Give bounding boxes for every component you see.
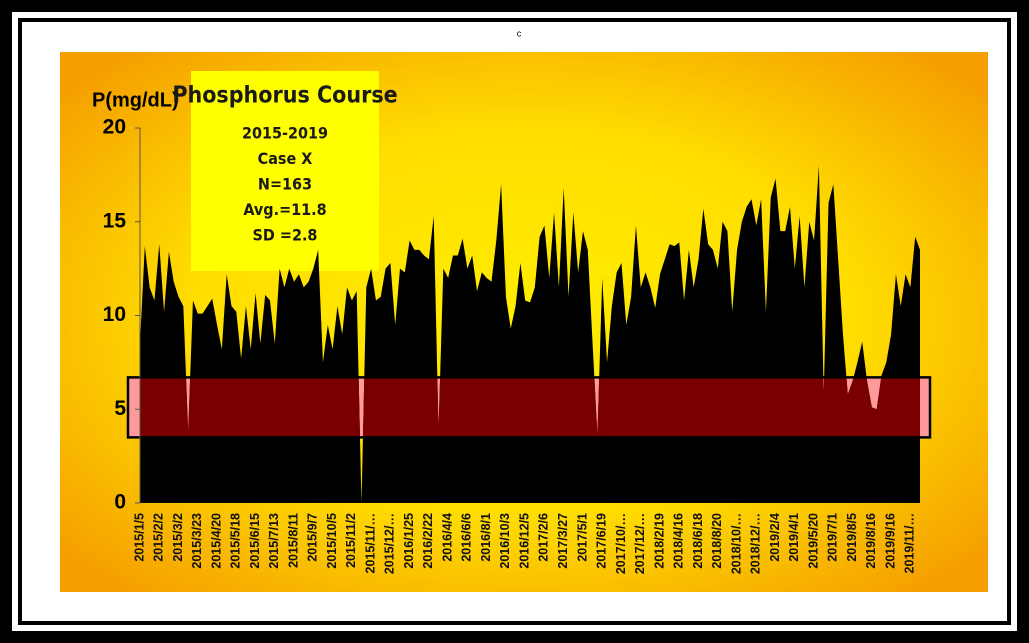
x-tick-label: 2019/5/20: [806, 513, 820, 569]
x-tick-label: 2017/12/…: [633, 513, 647, 574]
x-tick-label: 2016/4/4: [440, 513, 454, 562]
x-tick-label: 2015/11/…: [363, 513, 377, 573]
x-tick-label: 2016/8/1: [479, 513, 493, 562]
x-tick-label: 2018/10/…: [729, 513, 743, 574]
x-tick-label: 2015/7/13: [267, 513, 281, 569]
x-tick-label: 2018/6/18: [691, 513, 705, 569]
y-tick-label: 0: [114, 491, 126, 514]
y-tick-label: 15: [103, 209, 127, 232]
x-tick-label: 2015/8/11: [286, 513, 300, 568]
x-tick-label: 2018/12/…: [749, 513, 763, 574]
annotation-box: [191, 71, 379, 271]
annotation-line: Avg.=11.8: [243, 200, 326, 219]
y-axis-label: P(mg/dL): [92, 89, 179, 111]
x-tick-label: 2015/5/18: [229, 513, 243, 569]
x-tick-label: 2019/2/4: [768, 513, 782, 562]
x-tick-label: 2018/2/19: [652, 513, 666, 569]
x-tick-label: 2015/12/…: [383, 513, 397, 574]
x-tick-label: 2015/10/5: [325, 513, 339, 569]
x-tick-label: 2015/3/23: [190, 513, 204, 569]
x-tick-label: 2016/1/25: [402, 513, 416, 569]
annotation-title: Phosphorus Course: [172, 83, 397, 109]
y-tick-label: 5: [114, 397, 126, 420]
x-tick-label: 2019/8/16: [864, 513, 878, 569]
x-tick-label: 2017/10/…: [614, 513, 628, 574]
x-tick-label: 2015/3/2: [171, 513, 185, 562]
x-tick-label: 2017/3/27: [556, 513, 570, 569]
x-tick-label: 2017/5/1: [575, 513, 589, 562]
x-tick-label: 2016/6/6: [460, 513, 474, 562]
annotation-line: 2015-2019: [242, 124, 328, 143]
x-tick-label: 2019/7/1: [826, 513, 840, 562]
target-band-border: [126, 376, 932, 439]
annotation-line: SD =2.8: [253, 226, 318, 245]
annotation-line: Case X: [258, 149, 313, 168]
corner-text: c: [517, 28, 522, 38]
x-tick-label: 2015/2/2: [152, 513, 166, 562]
y-tick-label: 10: [103, 303, 126, 326]
x-tick-label: 2016/10/3: [498, 513, 512, 569]
x-tick-label: 2019/8/5: [845, 513, 859, 562]
x-tick-label: 2015/1/5: [132, 513, 146, 562]
x-tick-label: 2018/8/20: [710, 513, 724, 569]
x-tick-label: 2015/6/15: [248, 513, 262, 569]
x-tick-label: 2017/6/19: [595, 513, 609, 569]
annotation-line: N=163: [258, 175, 312, 194]
x-tick-label: 2019/9/16: [883, 513, 897, 569]
x-tick-label: 2015/4/20: [209, 513, 223, 569]
x-tick-label: 2016/2/22: [421, 513, 435, 569]
x-tick-label: 2016/12/5: [517, 513, 531, 569]
x-tick-label: 2019/11/…: [903, 513, 917, 573]
x-tick-label: 2018/4/16: [672, 513, 686, 569]
area-in-range: [140, 377, 920, 438]
x-tick-label: 2019/4/1: [787, 513, 801, 562]
x-tick-label: 2015/9/7: [306, 513, 320, 562]
x-tick-label: 2017/2/6: [537, 513, 551, 562]
y-tick-label: 20: [103, 116, 126, 139]
x-tick-label: 2015/11/2: [344, 513, 358, 568]
